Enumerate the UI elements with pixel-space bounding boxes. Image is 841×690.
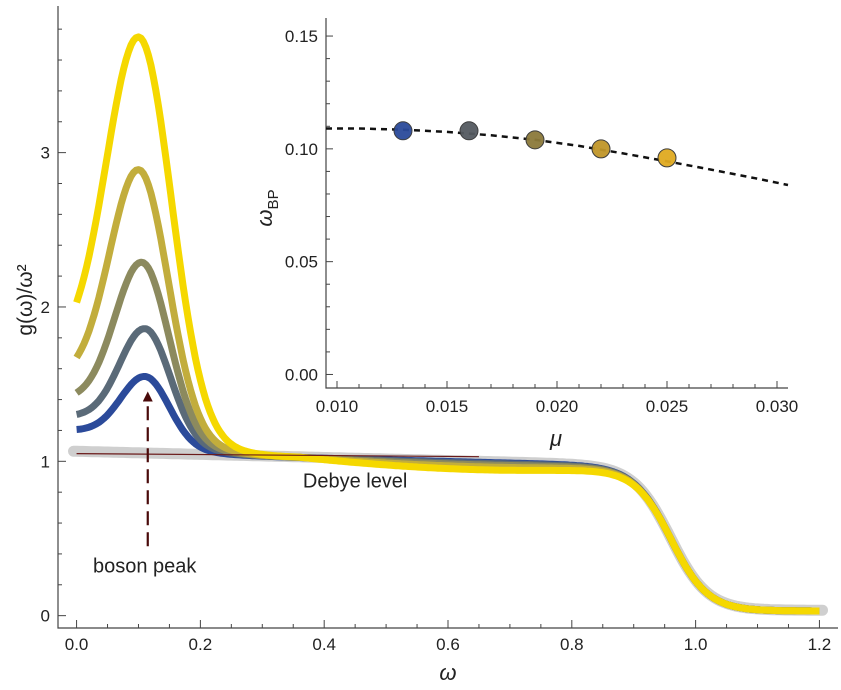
main-y-axis-title: g(ω)/ω² bbox=[14, 264, 37, 335]
main-x-tick-label: 0.8 bbox=[560, 635, 584, 654]
main-x-tick-label: 0.0 bbox=[65, 635, 89, 654]
main-x-axis-title: ω bbox=[439, 660, 456, 685]
inset-x-tick-label: 0.025 bbox=[646, 397, 689, 416]
main-x-tick-label: 1.0 bbox=[684, 635, 708, 654]
main-x-tick-label: 0.4 bbox=[312, 635, 336, 654]
debye-level-label: Debye level bbox=[303, 471, 408, 493]
inset-point-1 bbox=[393, 121, 413, 141]
main-x-tick-label: 0.6 bbox=[436, 635, 460, 654]
inset-axes-frame bbox=[325, 18, 788, 389]
inset-point-4 bbox=[591, 139, 611, 159]
main-y-tick-label: 1 bbox=[41, 452, 50, 471]
inset-x-axis-title: μ bbox=[549, 426, 562, 451]
inset-points-group bbox=[393, 121, 677, 168]
reference-band bbox=[68, 445, 828, 616]
main-y-axis: 0 1 2 3 bbox=[41, 28, 66, 626]
inset-point-3 bbox=[525, 130, 545, 150]
main-chart: 0.0 0.2 0.4 0.6 0.8 1.0 1.2 0 1 2 3 Debye level b… bbox=[14, 6, 838, 685]
inset-x-tick-label: 0.020 bbox=[536, 397, 579, 416]
inset-y-axis: 0.00 0.05 0.10 0.15 bbox=[285, 27, 333, 384]
main-y-tick-label: 2 bbox=[41, 298, 50, 317]
inset-y-tick-label: 0.10 bbox=[285, 140, 318, 159]
main-axes-frame bbox=[57, 6, 838, 629]
inset-point-5 bbox=[657, 148, 677, 168]
inset-x-tick-label: 0.030 bbox=[756, 397, 799, 416]
inset-x-tick-label: 0.010 bbox=[316, 397, 359, 416]
inset-chart: 0.010 0.015 0.020 0.025 0.030 0.000.050.100.… bbox=[252, 18, 798, 451]
inset-point-2 bbox=[459, 121, 479, 141]
series-line-5 bbox=[73, 33, 821, 615]
inset-y-axis-title-main: ω bbox=[252, 209, 277, 226]
main-y-tick-label: 3 bbox=[41, 144, 50, 163]
main-x-axis: 0.0 0.2 0.4 0.6 0.8 1.0 1.2 bbox=[65, 620, 831, 654]
main-x-tick-label: 0.2 bbox=[189, 635, 213, 654]
boson-peak-label: boson peak bbox=[93, 555, 197, 577]
main-y-tick-label: 0 bbox=[41, 607, 50, 626]
debye-level-line bbox=[76, 452, 479, 458]
inset-y-tick-label: 0.00 bbox=[285, 365, 318, 384]
inset-x-axis: 0.010 0.015 0.020 0.025 0.030 bbox=[316, 381, 799, 416]
main-x-tick-label: 1.2 bbox=[808, 635, 832, 654]
inset-y-tick-label: 0.15 bbox=[285, 27, 318, 46]
inset-y-axis-title-sub: BP bbox=[265, 189, 282, 209]
inset-x-tick-label: 0.015 bbox=[426, 397, 469, 416]
inset-y-tick-label: 0.05 bbox=[285, 253, 318, 272]
inset-y-axis-title: ωBP bbox=[252, 189, 282, 226]
